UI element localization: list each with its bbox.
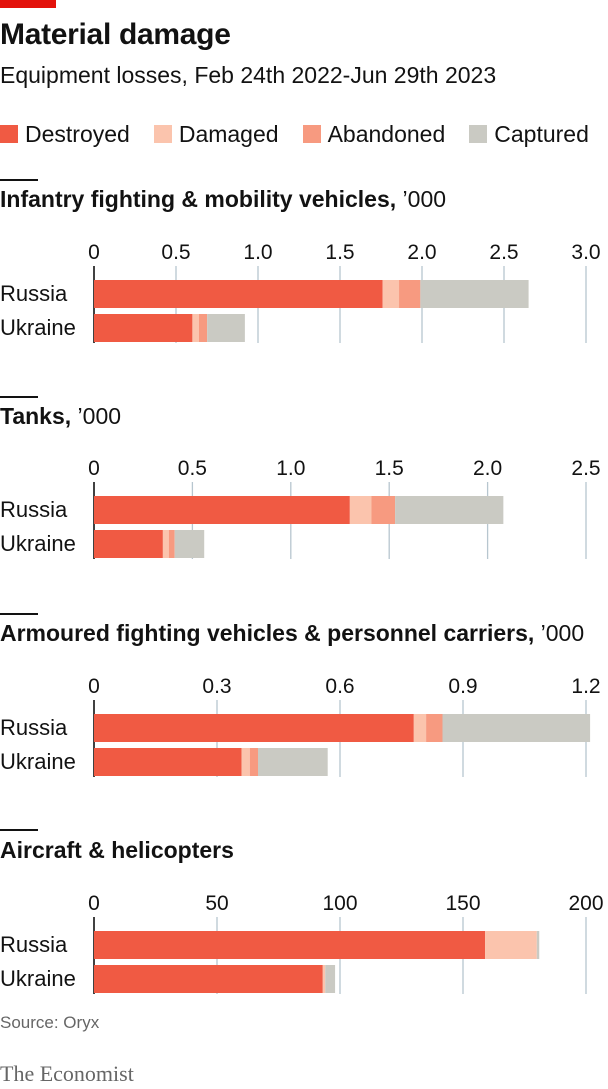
panel-title-tanks-text: Tanks,	[0, 403, 72, 429]
tick-label: 0.3	[202, 675, 231, 698]
tick-label: 1.0	[243, 241, 272, 264]
tick-label: 0	[88, 241, 100, 264]
legend-swatch-captured	[469, 125, 488, 143]
bar-abandoned-russia	[399, 280, 421, 308]
tick-label: 1.0	[276, 457, 305, 480]
bar-damaged-russia	[349, 496, 372, 524]
panel-title-afv: Armoured fighting vehicles & personnel c…	[0, 620, 584, 647]
category-label: Russia	[0, 497, 68, 522]
tick-label: 2.5	[571, 457, 600, 480]
bar-damaged-russia	[382, 280, 400, 308]
chart-title: Material damage	[0, 18, 231, 51]
legend-item-destroyed: Destroyed	[0, 121, 130, 148]
tick-label: 100	[322, 892, 357, 915]
category-label: Russia	[0, 281, 68, 306]
bar-captured-ukraine	[174, 530, 205, 558]
category-label: Ukraine	[0, 531, 76, 556]
panel-unit-tanks: ’000	[77, 403, 122, 429]
panel-rule-afv	[0, 613, 38, 615]
chart-subtitle: Equipment losses, Feb 24th 2022-Jun 29th…	[0, 62, 497, 88]
category-label: Ukraine	[0, 966, 76, 991]
bar-abandoned-russia	[426, 714, 443, 742]
tick-label: 2.0	[473, 457, 502, 480]
bar-captured-russia	[395, 496, 504, 524]
chart-afv: 0 0.3 0.6 0.9 1.2 Russia Ukraine	[0, 675, 601, 777]
panel-rule-aircraft	[0, 829, 38, 831]
tick-label: 1.5	[325, 241, 354, 264]
panel-title-afv-text: Armoured fighting vehicles & personnel c…	[0, 620, 535, 646]
tick-label: 1.5	[375, 457, 404, 480]
bar-damaged-russia	[413, 714, 427, 742]
tick-label: 0.5	[178, 457, 207, 480]
tick-label: 200	[568, 892, 603, 915]
panel-unit-afv: ’000	[540, 620, 585, 646]
source-note: Source: Oryx	[0, 1013, 100, 1032]
category-label: Russia	[0, 932, 68, 957]
category-label: Russia	[0, 715, 68, 740]
bar-captured-russia	[536, 931, 540, 959]
panel-title-tanks: Tanks, ’000	[0, 403, 121, 430]
tick-label: 0.6	[325, 675, 354, 698]
bar-destroyed-ukraine	[94, 965, 323, 993]
tick-label: 0.9	[448, 675, 477, 698]
legend-swatch-damaged	[153, 125, 172, 143]
legend: Destroyed Damaged Abandoned Captured	[0, 119, 608, 149]
tick-label: 50	[205, 892, 228, 915]
panel-title-aircraft: Aircraft & helicopters	[0, 837, 234, 864]
legend-item-damaged: Damaged	[153, 120, 279, 148]
bar-destroyed-ukraine	[94, 748, 242, 776]
bar-captured-russia	[420, 280, 529, 308]
tick-label: 2.0	[407, 241, 436, 264]
tick-label: 3.0	[571, 241, 600, 264]
category-label: Ukraine	[0, 315, 76, 340]
tick-label: 0.5	[161, 241, 190, 264]
tick-label: 2.5	[489, 241, 518, 264]
panel-title-ifv: Infantry fighting & mobility vehicles, ’…	[0, 186, 446, 213]
chart-tanks: 0 0.5 1.0 1.5 2.0 2.5 Russia Ukraine	[0, 457, 601, 559]
bar-captured-ukraine	[325, 965, 336, 993]
tick-label: 0	[88, 457, 100, 480]
tick-label: 0	[88, 892, 100, 915]
legend-label-damaged: Damaged	[178, 120, 279, 147]
bar-destroyed-russia	[94, 496, 350, 524]
bar-destroyed-ukraine	[94, 530, 163, 558]
bar-abandoned-russia	[371, 496, 396, 524]
bar-damaged-russia	[485, 931, 537, 959]
bar-damaged-ukraine	[192, 314, 199, 342]
tick-label: 1.2	[571, 675, 600, 698]
bar-abandoned-ukraine	[249, 748, 258, 776]
chart-aircraft: 0 50 100 150 200 Russia Ukraine	[0, 892, 604, 994]
panel-title-aircraft-text: Aircraft & helicopters	[0, 837, 234, 863]
legend-label-captured: Captured	[494, 120, 589, 147]
panel-rule-ifv	[0, 179, 38, 181]
panel-unit-ifv: ’000	[402, 186, 447, 212]
bar-damaged-ukraine	[322, 965, 326, 993]
legend-label-abandoned: Abandoned	[327, 120, 446, 147]
legend-swatch-destroyed	[0, 125, 18, 143]
bar-destroyed-russia	[94, 714, 414, 742]
bar-destroyed-russia	[94, 931, 486, 959]
bar-damaged-ukraine	[162, 530, 169, 558]
chart-ifv: 0 0.5 1.0 1.5 2.0 2.5 3.0 Russia Ukraine	[0, 241, 601, 343]
legend-swatch-abandoned	[302, 125, 321, 143]
bar-captured-ukraine	[207, 314, 245, 342]
bar-damaged-ukraine	[241, 748, 250, 776]
bar-abandoned-ukraine	[168, 530, 175, 558]
brand-red-tag	[0, 0, 56, 8]
bar-destroyed-ukraine	[94, 314, 193, 342]
tick-label: 150	[445, 892, 480, 915]
legend-label-destroyed: Destroyed	[25, 120, 130, 147]
tick-label: 0	[88, 675, 100, 698]
panel-title-ifv-text: Infantry fighting & mobility vehicles,	[0, 186, 397, 212]
bar-captured-russia	[442, 714, 591, 742]
legend-item-captured: Captured	[469, 121, 589, 148]
panel-rule-tanks	[0, 396, 38, 398]
brand-logo-text: The Economist	[0, 1061, 134, 1086]
legend-item-abandoned: Abandoned	[302, 120, 446, 148]
bar-abandoned-ukraine	[198, 314, 208, 342]
category-label: Ukraine	[0, 749, 76, 774]
bar-captured-ukraine	[258, 748, 328, 776]
bar-destroyed-russia	[94, 280, 383, 308]
